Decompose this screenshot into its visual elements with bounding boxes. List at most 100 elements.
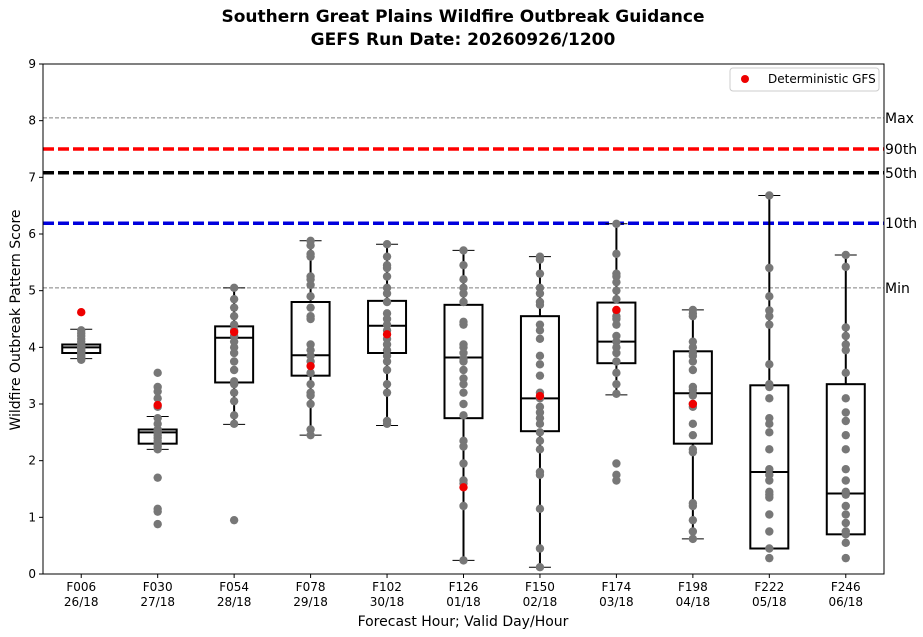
x-tick-label-valid: 29/18 xyxy=(293,595,328,609)
ensemble-member-point xyxy=(688,527,698,536)
ensemble-member-point xyxy=(459,399,468,409)
ensemble-member-point xyxy=(382,419,392,429)
ensemble-member-point xyxy=(382,379,392,389)
ensemble-member-point xyxy=(841,501,850,511)
ensemble-member-point xyxy=(841,538,850,548)
ensemble-member-point xyxy=(535,326,545,335)
x-tick-label-valid: 04/18 xyxy=(676,595,711,609)
x-tick-label-hour: F054 xyxy=(219,580,249,594)
ensemble-member-point xyxy=(841,490,850,499)
reference-label-10th: 10th xyxy=(885,216,917,232)
ensemble-member-point xyxy=(229,348,239,358)
x-tick-label-valid: 02/18 xyxy=(523,595,558,609)
ensemble-member-point xyxy=(382,289,392,298)
ensemble-member-point xyxy=(229,294,239,304)
ensemble-member-point xyxy=(306,368,315,378)
x-tick-label-hour: F150 xyxy=(525,580,555,594)
legend-frame xyxy=(729,67,880,92)
ensemble-member-point xyxy=(765,320,774,329)
ensemble-member-point xyxy=(612,249,621,259)
ensemble-member-point xyxy=(459,501,468,511)
deterministic-gfs-point xyxy=(382,330,392,339)
reference-label-50th: 50th xyxy=(885,166,917,182)
ensemble-member-point xyxy=(841,408,850,417)
ensemble-member-point xyxy=(459,388,468,397)
ensemble-member-point xyxy=(841,518,850,528)
x-tick-label-valid: 30/18 xyxy=(370,595,405,609)
ensemble-member-point xyxy=(229,515,239,525)
ensemble-member-point xyxy=(459,379,468,389)
ensemble-member-point xyxy=(535,436,545,446)
x-tick-label-hour: F006 xyxy=(66,580,96,594)
ensemble-member-point xyxy=(535,300,545,310)
ensemble-member-point xyxy=(229,419,239,429)
ensemble-member-point xyxy=(306,391,315,400)
x-axis-label: Forecast Hour; Valid Day/Hour xyxy=(358,614,569,630)
ensemble-member-point xyxy=(153,394,162,403)
x-tick-label-hour: F198 xyxy=(678,580,708,594)
ensemble-member-point xyxy=(459,260,468,270)
y-tick-label: 8 xyxy=(28,114,36,128)
deterministic-gfs-point xyxy=(229,327,239,337)
ensemble-member-point xyxy=(765,476,774,485)
ensemble-member-point xyxy=(612,219,621,228)
x-tick-label-valid: 05/18 xyxy=(752,595,787,609)
legend-marker-deterministic xyxy=(741,75,749,83)
ensemble-member-point xyxy=(382,263,392,273)
y-tick-label: 4 xyxy=(28,340,36,354)
ensemble-member-point xyxy=(535,504,545,514)
ensemble-member-point xyxy=(306,303,315,312)
ensemble-member-point xyxy=(306,241,315,250)
ensemble-member-point xyxy=(841,430,850,440)
x-tick-label-valid: 27/18 xyxy=(140,595,175,609)
y-tick-label: 3 xyxy=(28,397,36,411)
ensemble-member-point xyxy=(765,428,774,437)
ensemble-member-point xyxy=(459,246,468,255)
ensemble-member-point xyxy=(841,262,850,272)
ensemble-member-point xyxy=(306,399,315,409)
ensemble-member-point xyxy=(765,527,774,536)
legend-label-deterministic: Deterministic GFS xyxy=(768,72,876,86)
ensemble-member-point xyxy=(688,515,698,525)
deterministic-gfs-point xyxy=(153,400,162,410)
ensemble-member-point xyxy=(765,553,774,563)
ensemble-member-point xyxy=(765,394,774,403)
ensemble-member-point xyxy=(535,334,545,344)
ensemble-member-point xyxy=(765,493,774,502)
x-tick-label-hour: F102 xyxy=(372,580,402,594)
ensemble-member-point xyxy=(459,289,468,298)
ensemble-member-point xyxy=(459,320,468,329)
ensemble-member-point xyxy=(688,501,698,511)
deterministic-gfs-point xyxy=(459,483,468,492)
ensemble-member-point xyxy=(841,445,850,454)
ensemble-member-point xyxy=(612,368,621,378)
ensemble-member-point xyxy=(77,355,86,364)
ensemble-member-point xyxy=(765,360,774,369)
ensemble-member-point xyxy=(841,331,850,341)
ensemble-member-point xyxy=(382,297,392,307)
ensemble-member-point xyxy=(612,357,621,366)
ensemble-member-point xyxy=(229,379,239,389)
ensemble-member-point xyxy=(841,530,850,539)
y-tick-label: 9 xyxy=(28,57,36,71)
ensemble-member-point xyxy=(229,411,239,420)
ensemble-member-point xyxy=(229,365,239,375)
ensemble-member-point xyxy=(765,445,774,454)
ensemble-member-point xyxy=(612,277,621,287)
y-tick-label: 7 xyxy=(28,170,36,184)
ensemble-member-point xyxy=(306,314,315,324)
ensemble-member-point xyxy=(306,252,315,261)
ensemble-member-point xyxy=(229,303,239,312)
ensemble-member-point xyxy=(535,419,545,429)
ensemble-member-point xyxy=(841,250,850,260)
ensemble-member-point xyxy=(153,519,162,529)
ensemble-member-point xyxy=(306,379,315,389)
ensemble-member-point xyxy=(535,428,545,437)
ensemble-member-point xyxy=(229,357,239,366)
ensemble-member-point xyxy=(841,368,850,378)
ensemble-member-point xyxy=(535,360,545,369)
ensemble-member-point xyxy=(765,510,774,519)
ensemble-member-point xyxy=(459,411,468,420)
ensemble-member-point xyxy=(841,553,850,563)
x-tick-label-valid: 28/18 xyxy=(217,595,252,609)
